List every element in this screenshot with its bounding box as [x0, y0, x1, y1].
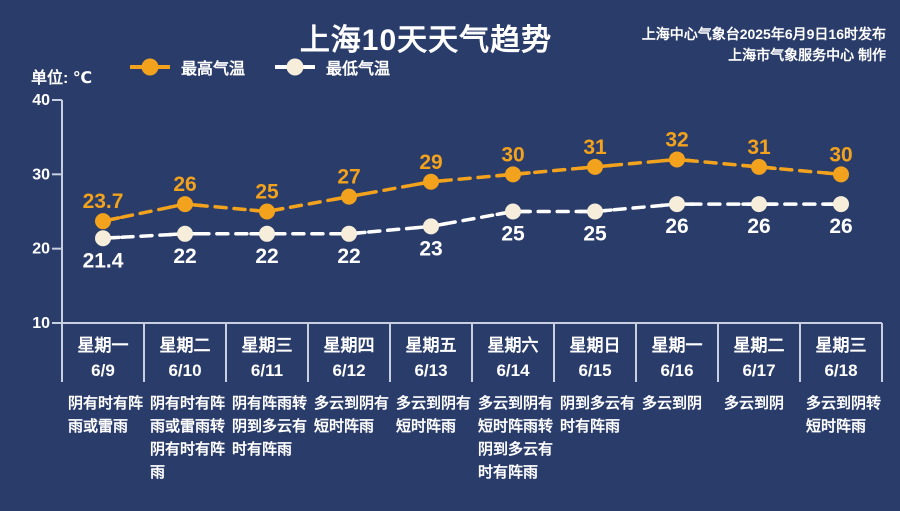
high-temp-value-label: 29 — [419, 151, 442, 174]
unit-label: 单位: ℃ — [31, 70, 93, 87]
low-temp-value-label: 21.4 — [83, 249, 124, 272]
low-temp-legend-marker — [275, 58, 316, 76]
high-temp-value-label: 30 — [501, 143, 524, 166]
y-tick-label: 20 — [32, 241, 50, 258]
y-tick-label: 10 — [32, 315, 50, 332]
low-temp-point — [833, 196, 849, 213]
low-temp-point — [95, 230, 111, 247]
legend-label: 最高气温 — [181, 61, 246, 78]
low-temp-value-label: 25 — [583, 223, 607, 246]
source-info: 上海中心气象台2025年6月9日16时发布 上海市气象服务中心 制作 — [642, 24, 886, 66]
legend: 最高气温 最低气温 — [130, 55, 390, 79]
low-temp-value-label: 26 — [665, 215, 688, 238]
high-temp-value-label: 25 — [255, 181, 279, 204]
low-temp-point — [751, 196, 767, 213]
low-temp-point — [177, 225, 193, 242]
low-temp-point — [505, 203, 521, 220]
y-tick-label: 40 — [32, 92, 50, 109]
legend-label: 最低气温 — [326, 61, 391, 78]
low-temp-value-label: 23 — [419, 237, 442, 260]
low-temp-point — [587, 203, 603, 220]
low-temp-point — [423, 218, 439, 235]
low-temp-value-label: 26 — [829, 215, 852, 238]
page-title: 上海10天天气趋势 — [299, 24, 553, 57]
high-temp-line — [101, 157, 843, 223]
high-temp-point — [833, 166, 849, 183]
high-temp-point — [341, 188, 357, 205]
high-temp-value-label: 27 — [337, 166, 360, 189]
high-temp-value-label: 31 — [583, 136, 607, 159]
low-temp-line — [101, 202, 843, 241]
high-temp-point — [505, 166, 521, 183]
high-temp-value-label: 31 — [747, 136, 771, 159]
legend-item: 最高气温 — [130, 55, 245, 79]
low-temp-point — [259, 225, 275, 242]
high-temp-point — [423, 173, 439, 190]
high-temp-point — [177, 196, 193, 213]
low-temp-value-label: 26 — [747, 215, 770, 238]
low-temp-value-label: 22 — [337, 245, 360, 268]
source-line-2: 上海市气象服务中心 制作 — [728, 47, 886, 63]
low-temp-point — [341, 225, 357, 242]
low-temp-value-label: 22 — [173, 245, 196, 268]
legend-item: 最低气温 — [275, 55, 390, 79]
high-temp-value-label: 32 — [665, 128, 688, 151]
high-temp-point — [751, 158, 767, 175]
high-temp-point — [95, 213, 111, 230]
high-temp-point — [587, 158, 603, 175]
high-temp-value-label: 30 — [829, 143, 852, 166]
high-temp-legend-marker — [130, 58, 170, 76]
y-tick-label: 30 — [32, 166, 50, 183]
high-temp-point — [669, 151, 685, 168]
low-temp-value-label: 22 — [255, 245, 278, 268]
low-temp-point — [669, 196, 685, 213]
high-temp-point — [259, 203, 275, 220]
high-temp-value-label: 23.7 — [83, 190, 124, 213]
low-temp-value-label: 25 — [501, 223, 525, 246]
source-line-1: 上海中心气象台2025年6月9日16时发布 — [641, 26, 886, 42]
high-temp-value-label: 26 — [173, 173, 196, 196]
